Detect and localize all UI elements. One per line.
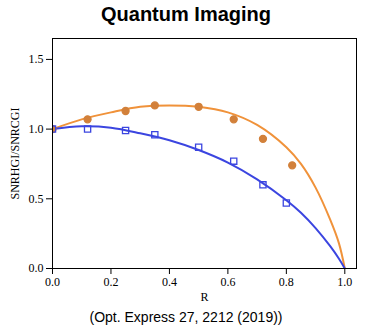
svg-text:0.5: 0.5	[29, 192, 44, 206]
html-text:(Opt. Express 27, 2212 (2019)): (Opt. Express 27, 2212 (2019))	[89, 309, 283, 325]
svg-text:1.0: 1.0	[29, 122, 44, 136]
svg-text:0.0: 0.0	[45, 275, 60, 289]
svg-text:0.0: 0.0	[29, 261, 44, 275]
svg-text:0.2: 0.2	[103, 275, 118, 289]
svg-text:0.6: 0.6	[220, 275, 235, 289]
svg-text:R: R	[200, 290, 208, 304]
svg-text:0.4: 0.4	[162, 275, 177, 289]
svg-text:SNRHGI/SNRCGI: SNRHGI/SNRCGI	[8, 107, 22, 199]
svg-text:0.8: 0.8	[279, 275, 294, 289]
svg-text:1.0: 1.0	[337, 275, 352, 289]
html-text:Quantum Imaging: Quantum Imaging	[101, 3, 271, 25]
svg-text:1.5: 1.5	[29, 52, 44, 66]
